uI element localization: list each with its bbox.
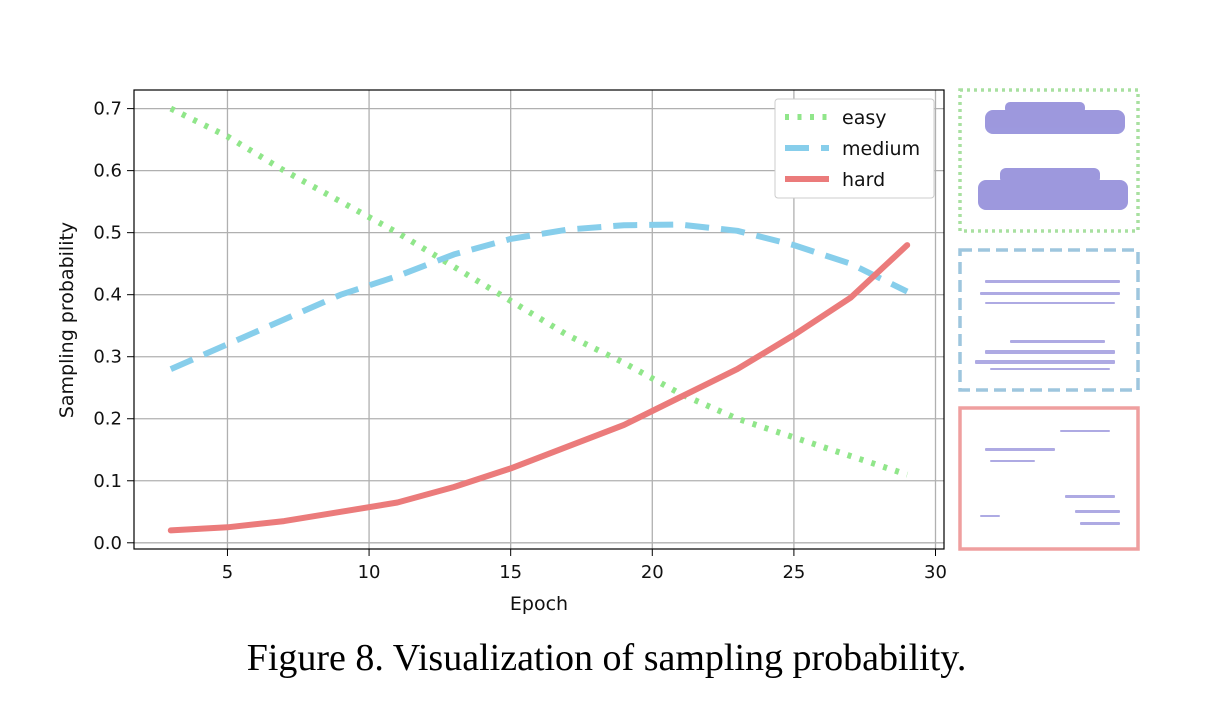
y-tick-label: 0.0 <box>93 533 122 554</box>
medium-sample-panel <box>958 248 1140 392</box>
medium-car-points <box>975 280 1120 370</box>
y-tick-label: 0.2 <box>93 409 122 430</box>
y-tick-label: 0.6 <box>93 161 122 182</box>
hard-car-points <box>980 430 1120 525</box>
y-tick-label: 0.1 <box>93 471 122 492</box>
x-tick-label: 10 <box>358 562 381 583</box>
x-tick-label: 15 <box>499 562 522 583</box>
series-line-medium <box>169 221 909 372</box>
series-line-hard <box>167 242 911 534</box>
easy-car-points-bottom <box>978 168 1128 210</box>
y-tick-label: 0.3 <box>93 347 122 368</box>
y-tick-label: 0.5 <box>93 223 122 244</box>
y-axis-label: Sampling probability <box>56 222 78 418</box>
x-tick-label: 5 <box>222 562 233 583</box>
legend-box <box>774 98 935 199</box>
easy-sample-panel <box>958 88 1140 233</box>
chart-ticks: 5 10 15 20 25 30 0.0 0.1 0.2 0.3 0.4 0.5 0.6 0.7 <box>93 99 947 583</box>
x-tick-label: 25 <box>782 562 805 583</box>
series-line-easy <box>169 105 909 478</box>
line-chart: 5 10 15 20 25 30 0.0 0.1 0.2 0.3 0.4 0.5 0.6 0.7 Epoc… <box>56 89 947 615</box>
figure-caption: Figure 8. Visualization of sampling prob… <box>246 637 967 679</box>
legend-label-hard: hard <box>842 169 885 191</box>
x-tick-label: 20 <box>641 562 664 583</box>
easy-car-points-top <box>985 102 1125 134</box>
x-axis-label: Epoch <box>510 593 568 615</box>
y-tick-label: 0.4 <box>93 285 122 306</box>
hard-sample-panel <box>958 406 1140 551</box>
legend-label-medium: medium <box>842 138 920 160</box>
chart-legend: easy medium hard <box>774 98 935 199</box>
x-tick-label: 30 <box>924 562 947 583</box>
legend-label-easy: easy <box>842 107 886 129</box>
plot-frame <box>133 89 945 550</box>
sample-panels <box>958 88 1140 551</box>
y-tick-label: 0.7 <box>93 99 122 120</box>
chart-series <box>167 105 911 534</box>
